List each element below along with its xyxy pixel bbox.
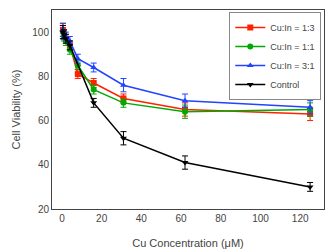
svg-text:80: 80 bbox=[38, 71, 50, 82]
svg-text:Cu:In = 1:3: Cu:In = 1:3 bbox=[270, 23, 314, 33]
svg-text:Control: Control bbox=[270, 80, 299, 90]
svg-text:60: 60 bbox=[38, 115, 50, 126]
svg-text:Cu Concentration (μM): Cu Concentration (μM) bbox=[132, 237, 244, 249]
svg-text:0: 0 bbox=[59, 213, 65, 224]
svg-text:40: 40 bbox=[38, 159, 50, 170]
svg-text:20: 20 bbox=[38, 204, 50, 215]
svg-text:60: 60 bbox=[175, 213, 187, 224]
svg-text:Cu:In = 3:1: Cu:In = 3:1 bbox=[270, 61, 314, 71]
svg-text:100: 100 bbox=[32, 27, 49, 38]
svg-text:80: 80 bbox=[215, 213, 227, 224]
svg-text:Cell Viability (%): Cell Viability (%) bbox=[10, 70, 22, 150]
svg-text:100: 100 bbox=[252, 213, 269, 224]
svg-text:20: 20 bbox=[96, 213, 108, 224]
svg-text:40: 40 bbox=[136, 213, 148, 224]
svg-text:Cu:In = 1:1: Cu:In = 1:1 bbox=[270, 42, 314, 52]
svg-text:120: 120 bbox=[292, 213, 309, 224]
